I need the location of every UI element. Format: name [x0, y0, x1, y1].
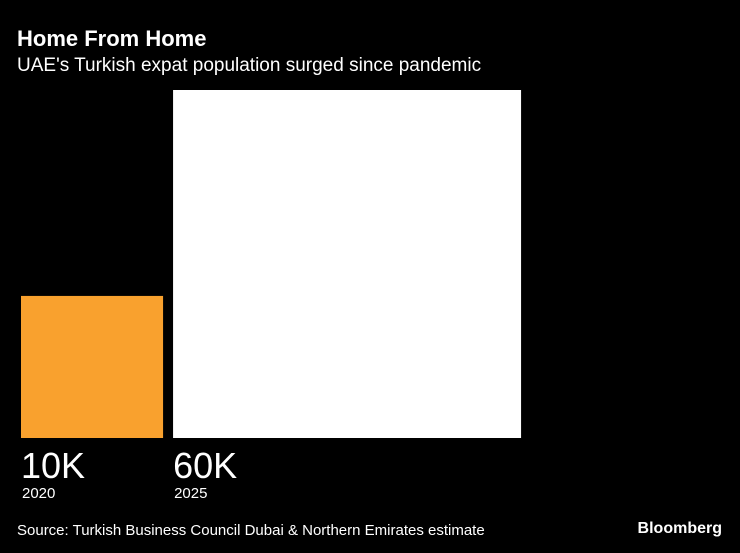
chart-title: Home From Home [17, 26, 206, 51]
value-label: 10K [21, 445, 85, 486]
source: Source: Turkish Business Council Dubai &… [17, 522, 485, 539]
category-label: 2025 [174, 485, 207, 502]
brand: Bloomberg [638, 520, 722, 537]
square [173, 90, 522, 438]
square [21, 295, 164, 438]
category-label: 2020 [22, 485, 55, 502]
chart-subtitle: UAE's Turkish expat population surged si… [17, 55, 481, 76]
value-label: 60K [173, 445, 237, 486]
